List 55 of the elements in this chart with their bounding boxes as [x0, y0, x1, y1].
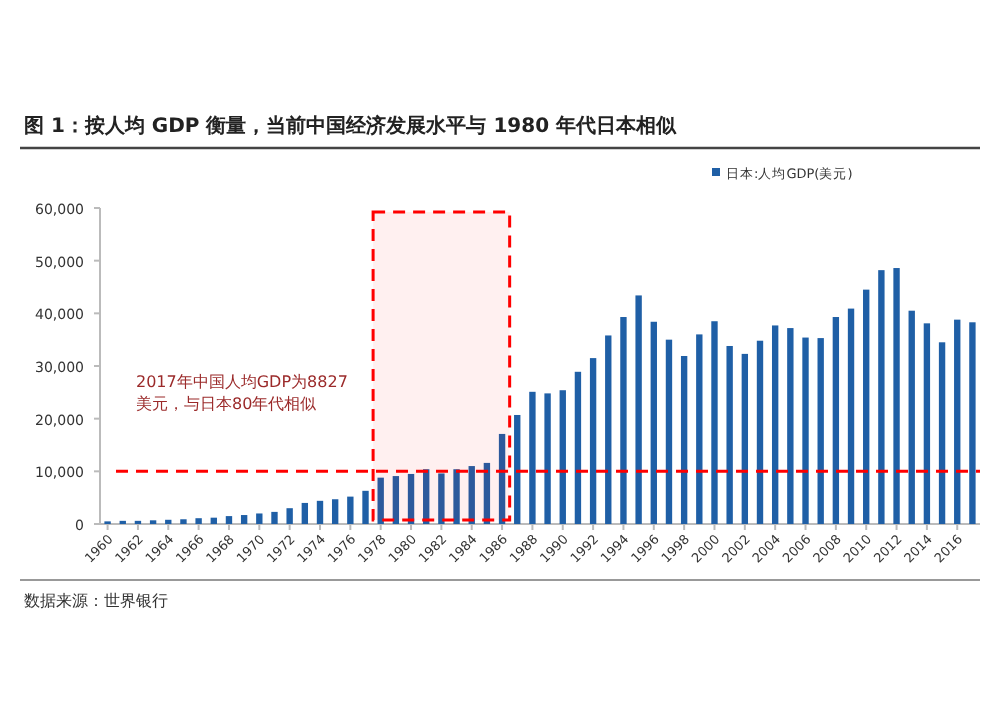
bar: [802, 337, 809, 524]
bar: [832, 317, 840, 524]
bar: [635, 295, 642, 524]
bar: [771, 325, 779, 524]
bar: [665, 339, 673, 524]
bar: [589, 358, 597, 524]
bar: [301, 502, 309, 524]
bar: [923, 323, 931, 524]
bar: [650, 321, 657, 524]
bar: [423, 469, 430, 524]
bar: [453, 469, 460, 524]
bar: [908, 310, 915, 524]
bar: [392, 476, 400, 524]
bar: [468, 466, 475, 524]
bar: [938, 342, 946, 524]
bar: [696, 334, 703, 524]
source-note: 数据来源：世界银行: [24, 592, 168, 610]
bar: [817, 338, 824, 524]
bar: [847, 308, 855, 524]
bar: [377, 477, 384, 524]
bar: [286, 508, 293, 524]
bar: [711, 321, 718, 524]
bar: [331, 499, 339, 524]
bar: [574, 371, 582, 524]
bar: [620, 317, 627, 524]
bar: [347, 496, 354, 524]
bar: [787, 328, 794, 524]
bar: [362, 490, 369, 524]
bar: [544, 393, 551, 524]
bar: [893, 268, 900, 524]
bar: [514, 414, 521, 524]
bar: [195, 518, 202, 524]
bar: [863, 289, 870, 524]
bar: [483, 462, 491, 524]
chart-title: 图 1：按人均 GDP 衡量，当前中国经济发展水平与 1980 年代日本相似: [24, 114, 679, 138]
bar: [529, 391, 536, 524]
bar: [225, 516, 233, 524]
bar: [271, 511, 278, 524]
bar: [210, 517, 217, 524]
bar: [969, 322, 976, 524]
bar: [726, 345, 733, 524]
bar: [605, 335, 612, 524]
bar: [954, 319, 961, 524]
bar: [498, 433, 506, 524]
bar: [407, 473, 415, 524]
bar: [680, 355, 688, 524]
bar: [438, 473, 445, 524]
bar: [878, 270, 885, 524]
bar: [741, 353, 749, 524]
bar: [559, 390, 566, 524]
bar: [316, 500, 324, 524]
bar: [240, 515, 248, 524]
annotation: 2017年中国人均GDP为8827美元，与日本80年代相似: [136, 373, 348, 414]
bar: [756, 340, 764, 524]
bar: [256, 513, 263, 524]
